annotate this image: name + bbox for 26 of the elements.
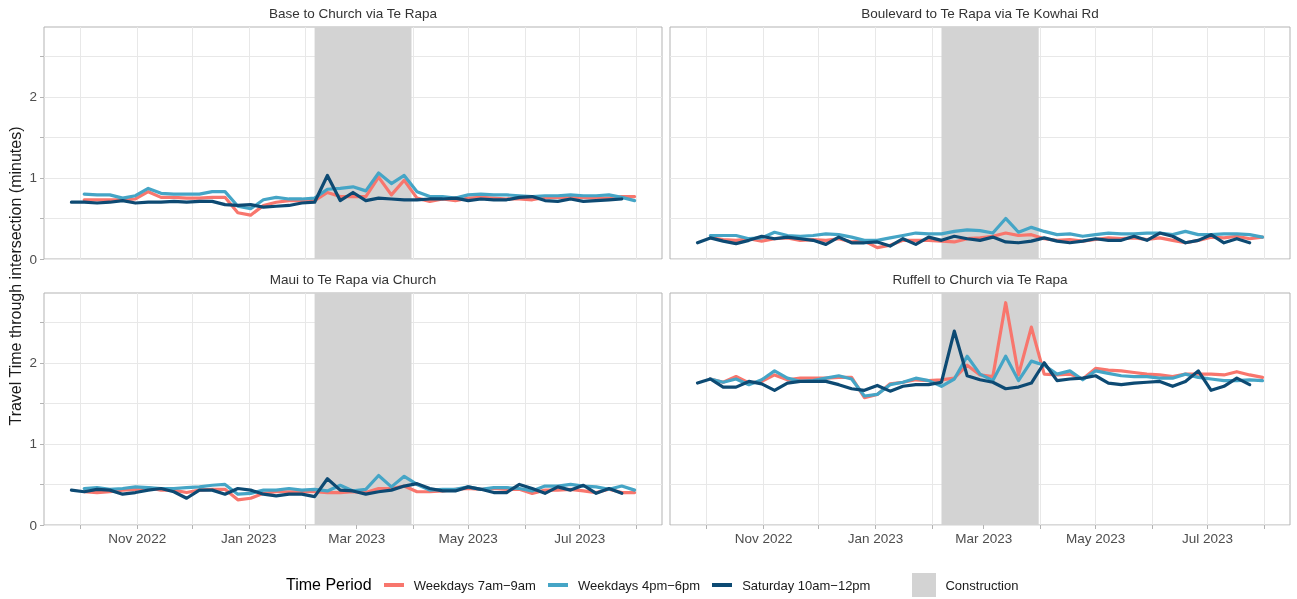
y-tick-label: 0 [29, 251, 37, 267]
y-tick-label: 1 [29, 436, 37, 452]
x-tick-label: May 2023 [1065, 530, 1126, 546]
x-tick-label: Mar 2023 [328, 530, 386, 546]
x-tick-label: Nov 2022 [108, 530, 167, 546]
legend-label: Weekdays 7am−9am [413, 577, 536, 593]
y-tick-label: 1 [29, 170, 37, 186]
x-tick-label: Jul 2023 [554, 530, 606, 546]
x-tick-label: Nov 2022 [734, 530, 793, 546]
legend-label: Saturday 10am−12pm [742, 577, 871, 593]
legend-label: Weekdays 4pm−6pm [577, 577, 701, 593]
x-tick-label: May 2023 [438, 530, 498, 546]
y-axis-title: Travel Time through intersection (minutes) [7, 126, 25, 426]
chart-title: Boulevard to Te Rapa via Te Kowhai Rd [861, 5, 1099, 21]
chart-title: Ruffell to Church via Te Rapa [892, 271, 1069, 287]
y-tick-label: 0 [29, 517, 37, 533]
chart-title: Maui to Te Rapa via Church [269, 271, 437, 287]
legend-title: Time Period [286, 576, 372, 594]
x-tick-label: Jan 2023 [221, 530, 277, 546]
y-tick-label: 2 [29, 355, 37, 371]
y-tick-label: 2 [29, 89, 37, 105]
x-tick-label: Mar 2023 [955, 530, 1013, 546]
x-tick-label: Jul 2023 [1181, 530, 1233, 546]
chart-title: Base to Church via Te Rapa [269, 5, 438, 21]
x-tick-label: Jan 2023 [847, 530, 904, 546]
legend-label: Construction [945, 577, 1019, 593]
